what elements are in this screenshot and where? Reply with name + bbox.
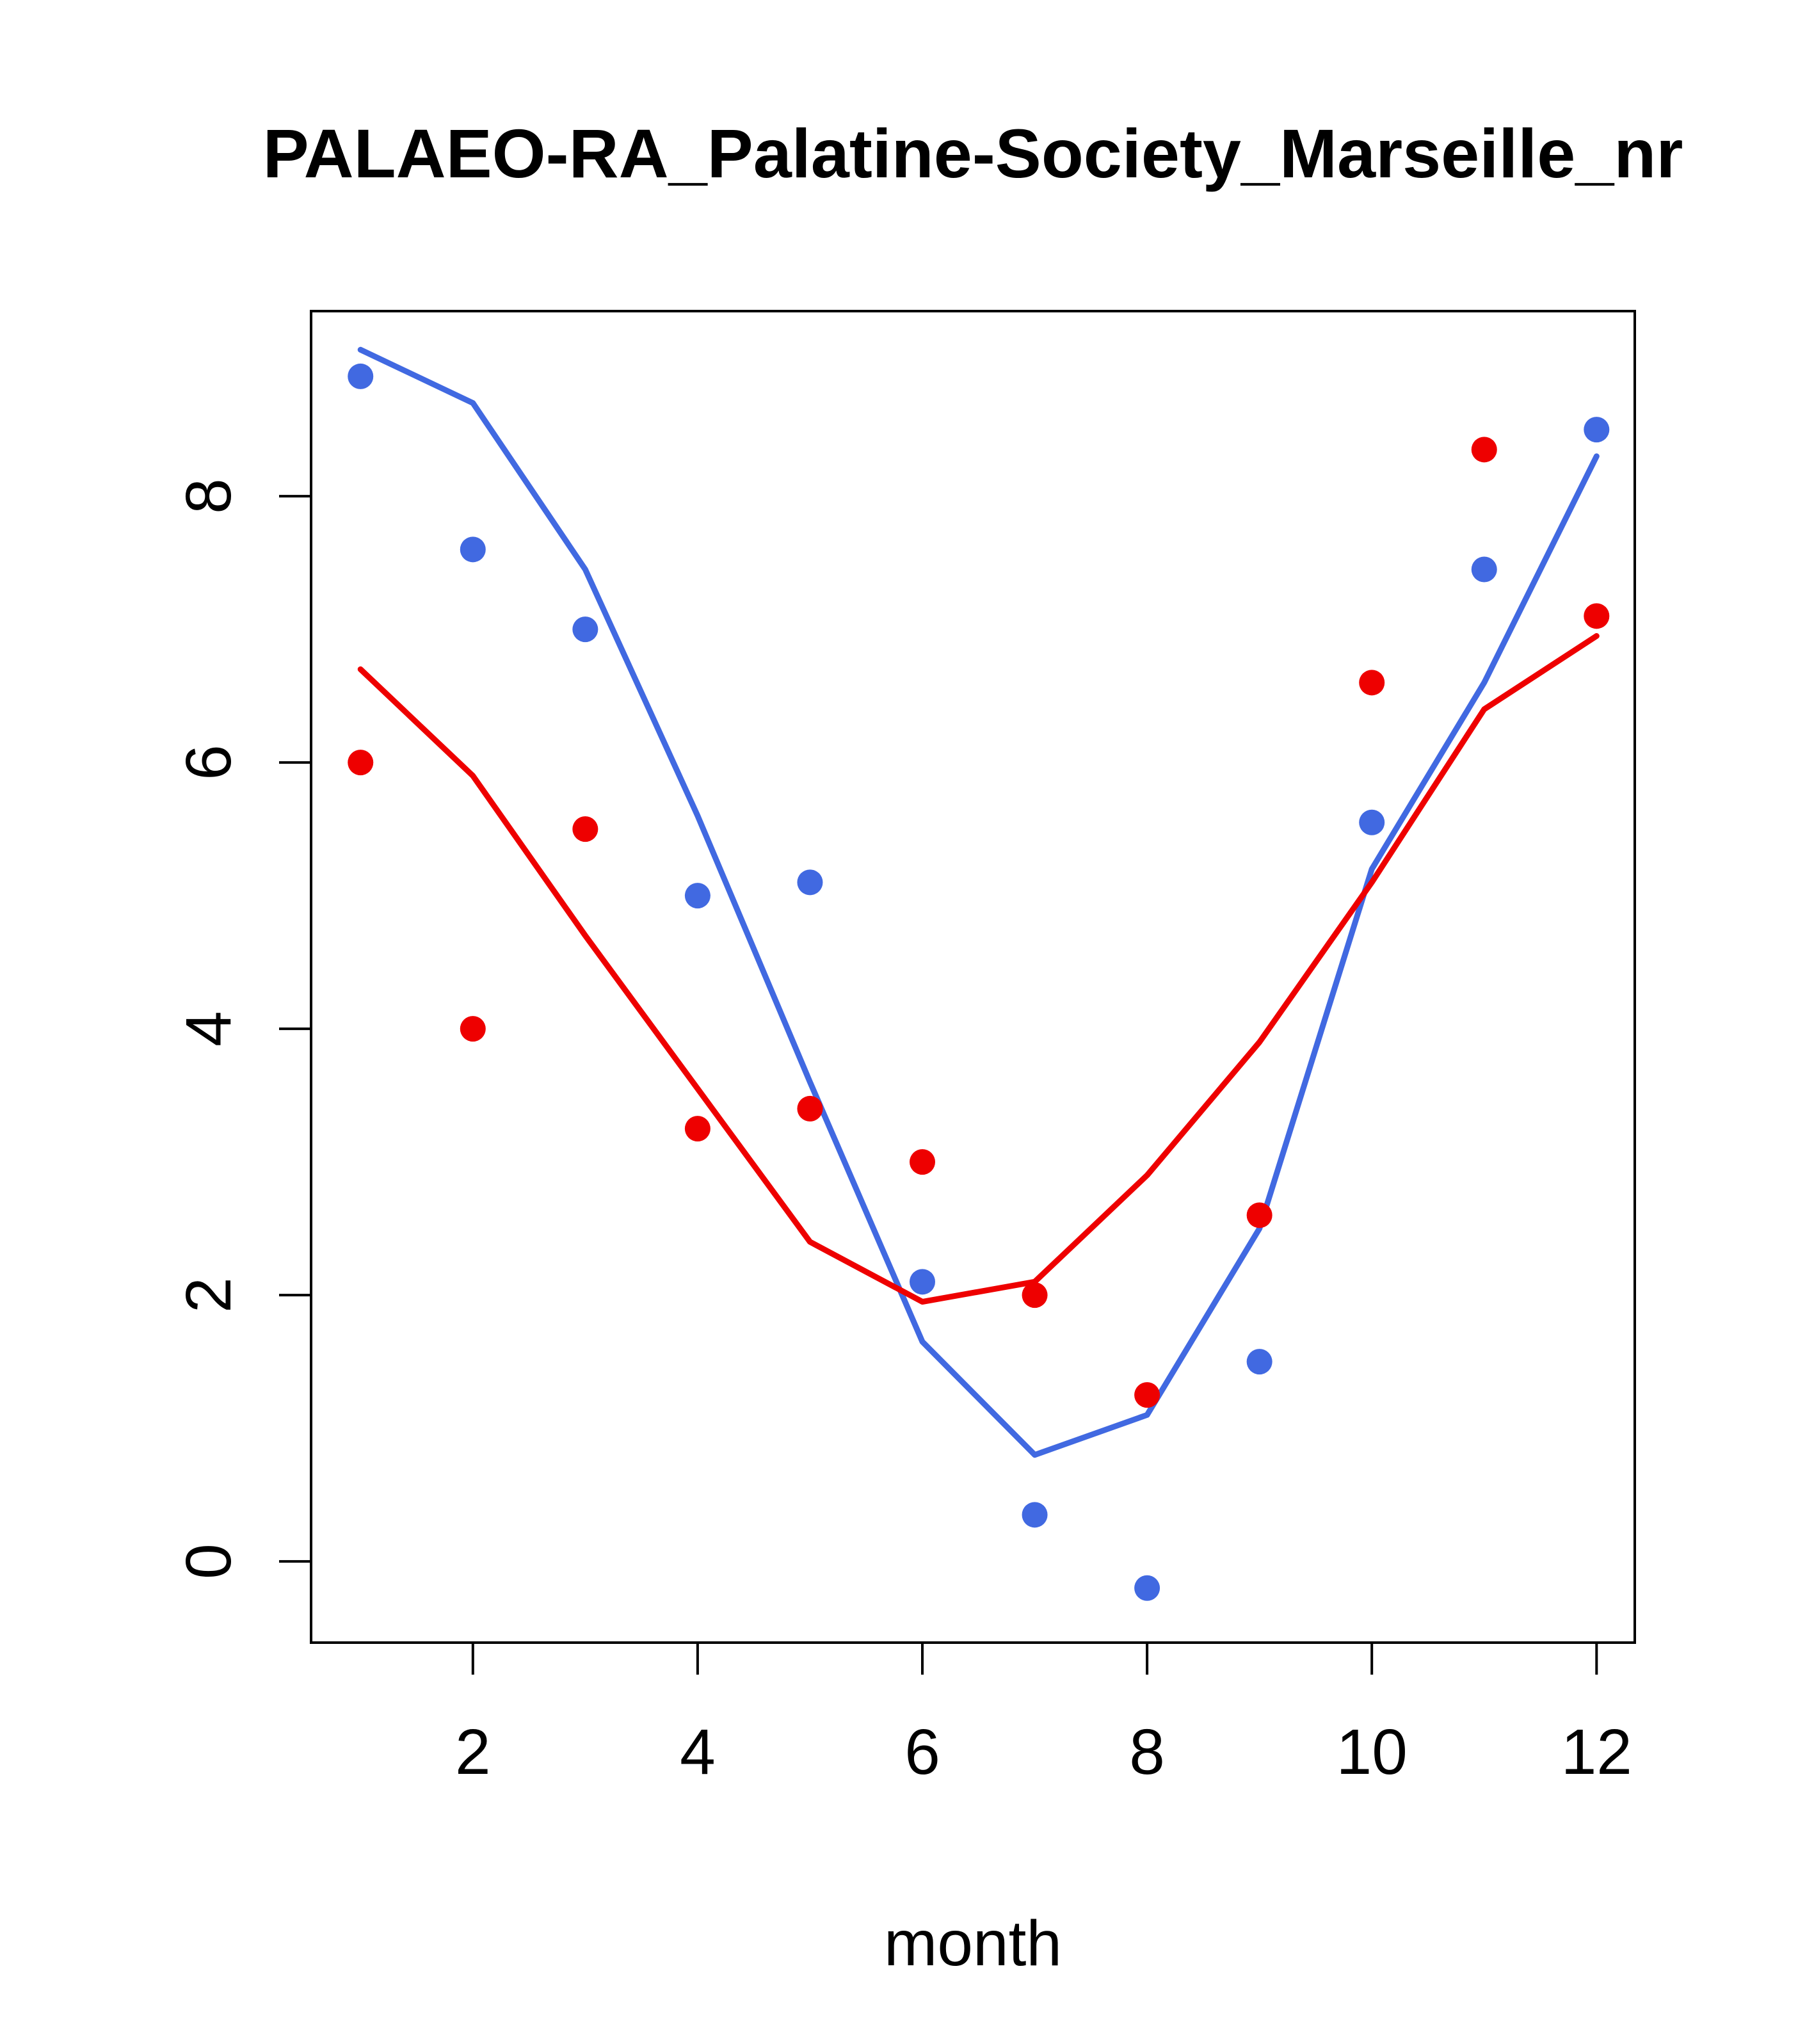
red-points-marker (348, 750, 374, 776)
plot-area: 2 4 6 8 10 12 0 2 4 6 8 (173, 310, 1636, 1788)
red-points-marker (1246, 1202, 1272, 1228)
x-tick-label: 4 (680, 1716, 716, 1788)
red-points-marker (684, 1116, 710, 1142)
red-points-marker (1022, 1282, 1048, 1308)
y-tick-label: 0 (173, 1543, 245, 1579)
red-line (357, 633, 1600, 1305)
x-tick-label: 12 (1561, 1716, 1632, 1788)
y-tick-label: 6 (173, 744, 245, 780)
y-tick-label: 2 (173, 1277, 245, 1313)
x-tick-label: 2 (455, 1716, 491, 1788)
blue-points-marker (1246, 1349, 1272, 1375)
plot-box (310, 310, 1636, 1644)
red-points-marker (910, 1149, 936, 1175)
blue-points-marker (348, 363, 374, 389)
red-points-marker (460, 1016, 486, 1042)
blue-points-marker (1584, 417, 1610, 443)
red-points-marker (797, 1095, 823, 1122)
blue-points-marker (684, 883, 710, 909)
red-points-marker (1359, 670, 1385, 696)
y-tick-label: 4 (173, 1011, 245, 1047)
chart-title: PALAEO-RA_Palatine-Society_Marseille_nr (263, 115, 1683, 192)
x-tick-label: 8 (1129, 1716, 1165, 1788)
x-tick-label: 6 (904, 1716, 940, 1788)
blue-line (357, 346, 1600, 1458)
blue-points-marker (797, 869, 823, 896)
blue-points-marker (1022, 1502, 1048, 1528)
blue-points-marker (1471, 556, 1497, 583)
red-points-marker (1584, 603, 1610, 629)
red-points-marker (1134, 1382, 1160, 1408)
red-points-marker (1471, 437, 1497, 463)
blue-points-marker (1134, 1575, 1160, 1601)
y-tick-label: 8 (173, 478, 245, 514)
red-points-marker (572, 816, 598, 842)
x-axis-label: month (884, 1908, 1062, 1979)
blue-points-marker (1359, 809, 1385, 835)
x-tick-label: 10 (1336, 1716, 1408, 1788)
blue-points-marker (460, 536, 486, 563)
blue-points-marker (910, 1269, 936, 1295)
blue-points-marker (572, 616, 598, 643)
